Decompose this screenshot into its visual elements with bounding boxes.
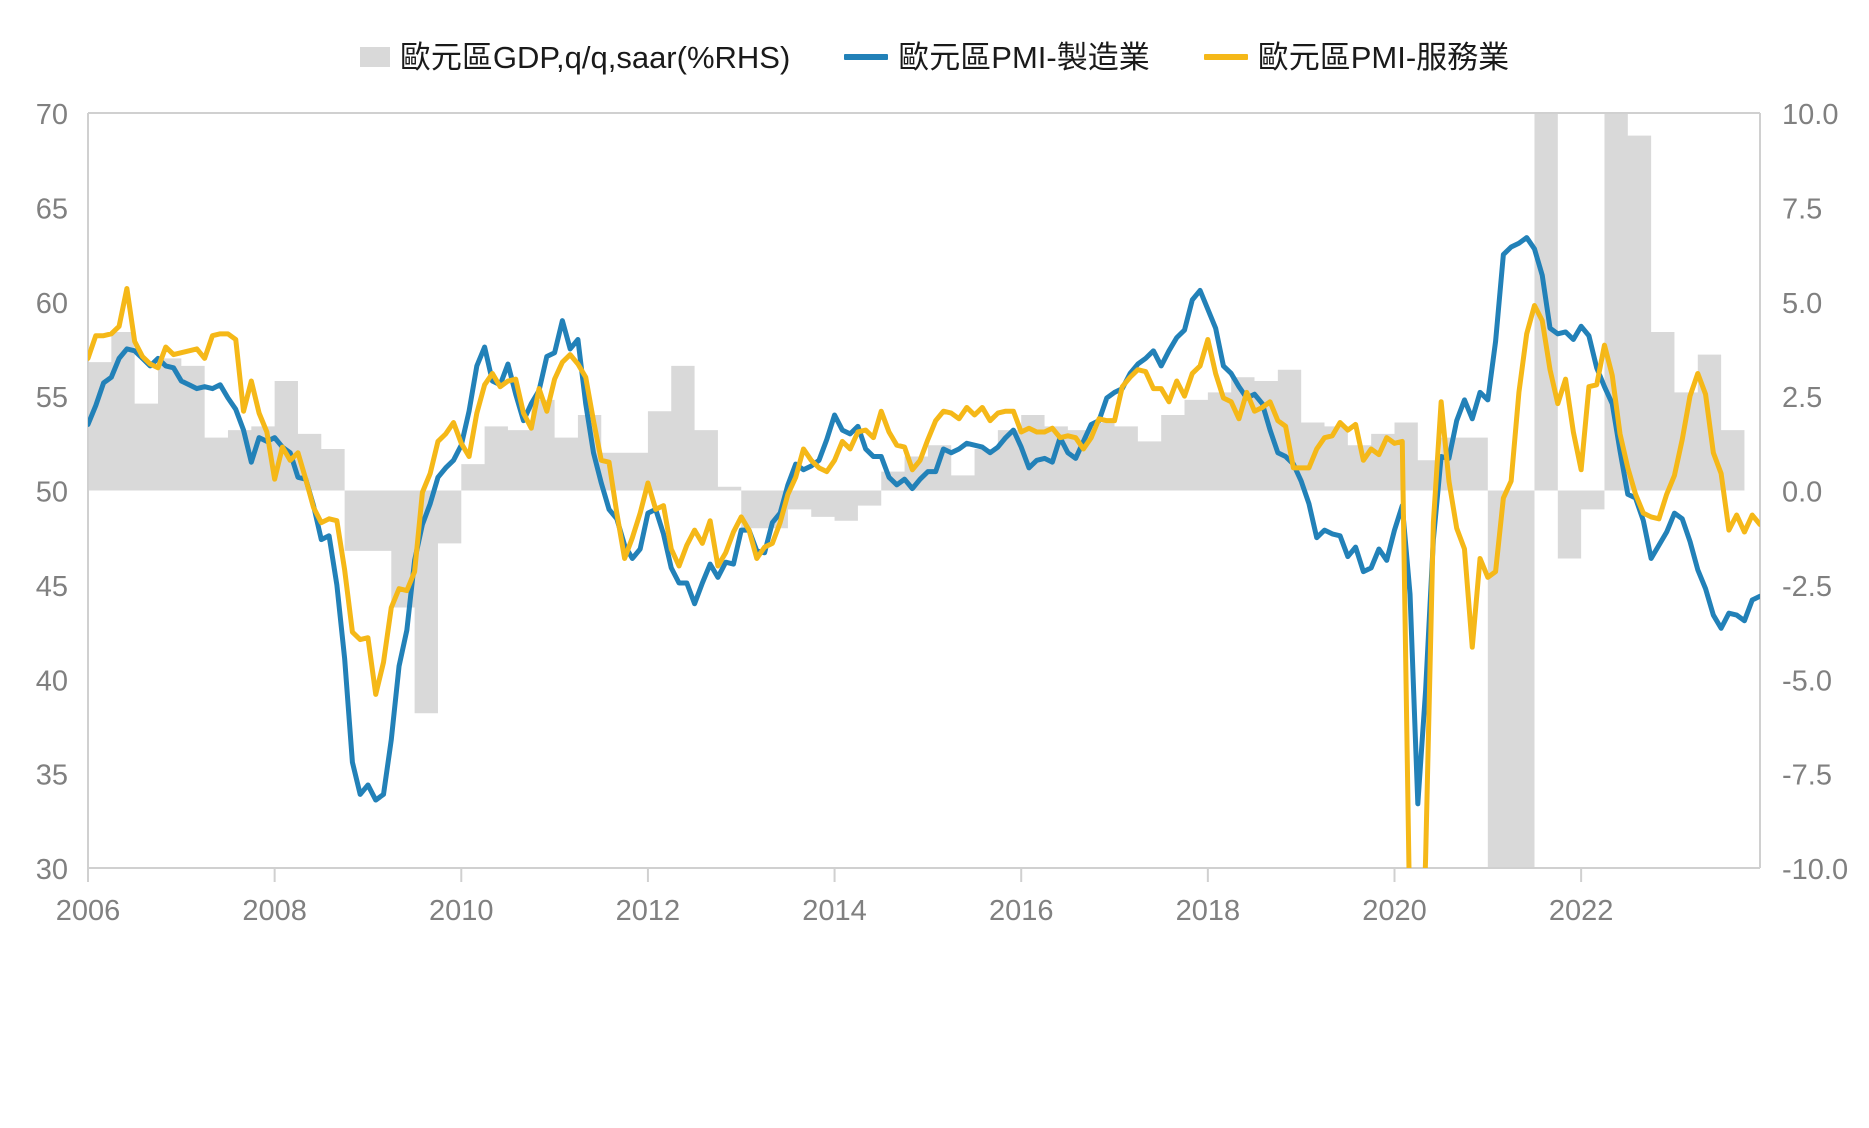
left-axis-tick: 30 <box>36 854 68 886</box>
left-axis-tick: 65 <box>36 193 68 225</box>
right-axis-tick: 5.0 <box>1782 288 1822 320</box>
x-axis-tick: 2022 <box>1549 895 1614 927</box>
pmi-services-line-swatch-icon <box>1203 54 1248 60</box>
pmi-line-series <box>88 235 1760 868</box>
pmi-services-path <box>88 286 1760 868</box>
x-axis-tick: 2012 <box>616 895 681 927</box>
x-axis-tick: 2016 <box>989 895 1054 927</box>
right-axis-tick: 0.0 <box>1782 477 1822 509</box>
x-axis-tick: 2006 <box>56 895 121 927</box>
legend-item-pmi-services[interactable]: 歐元區PMI-服務業 <box>1203 39 1510 75</box>
legend-label-gdp: 歐元區GDP,q/q,saar(%RHS) <box>399 39 791 75</box>
left-axis-tick: 35 <box>36 760 68 792</box>
x-axis-tick: 2014 <box>802 895 867 927</box>
left-axis-tick: 70 <box>36 99 68 131</box>
legend-label-pmi-manufacturing: 歐元區PMI-製造業 <box>898 39 1150 75</box>
x-axis-tick: 2020 <box>1362 895 1427 927</box>
chart-legend: 歐元區GDP,q/q,saar(%RHS) 歐元區PMI-製造業 歐元區PMI-… <box>0 32 1869 82</box>
left-axis-tick: 60 <box>36 288 68 320</box>
right-axis-tick: 10.0 <box>1782 99 1838 131</box>
legend-label-pmi-services: 歐元區PMI-服務業 <box>1257 39 1510 75</box>
left-axis-tick: 45 <box>36 571 68 603</box>
legend-item-pmi-manufacturing[interactable]: 歐元區PMI-製造業 <box>844 39 1150 75</box>
left-axis-tick: 55 <box>36 382 68 414</box>
gdp-area-series <box>88 113 1760 868</box>
right-axis-tick: -5.0 <box>1782 665 1832 697</box>
right-axis-tick: 7.5 <box>1782 193 1822 225</box>
legend-item-gdp[interactable]: 歐元區GDP,q/q,saar(%RHS) <box>359 39 791 75</box>
right-axis-tick: -7.5 <box>1782 760 1832 792</box>
left-axis-tick: 50 <box>36 477 68 509</box>
pmi-manufacturing-line-swatch-icon <box>844 54 889 60</box>
x-axis-tick: 2008 <box>242 895 307 927</box>
right-axis-tick: -10.0 <box>1782 854 1848 886</box>
x-axis-tick: 2018 <box>1176 895 1241 927</box>
left-axis-tick: 40 <box>36 665 68 697</box>
right-axis-tick: 2.5 <box>1782 382 1822 414</box>
axis-lines <box>87 112 1761 882</box>
axis-tick-labels: 30 35 40 45 50 55 60 65 70 -10.0 -7.5 -5.0 -2.5 0.0 2.… <box>36 99 1848 927</box>
gdp-area-swatch-icon <box>359 47 390 67</box>
pmi-manufacturing-path <box>88 235 1760 807</box>
x-axis-tick: 2010 <box>429 895 494 927</box>
right-axis-tick: -2.5 <box>1782 571 1832 603</box>
